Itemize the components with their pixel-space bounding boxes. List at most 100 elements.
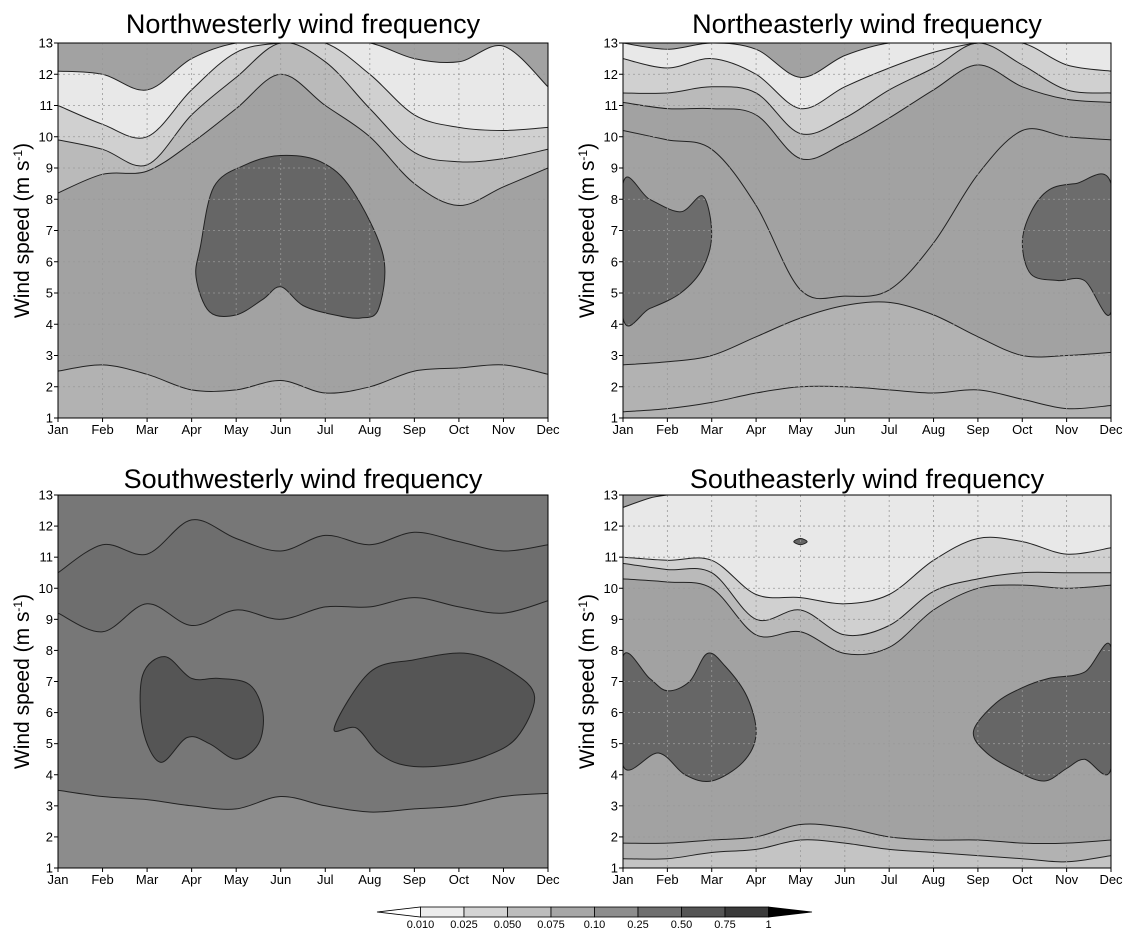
x-tick-label: Jul (317, 872, 334, 887)
contour-fill-6 (623, 386, 1111, 418)
contour-fill-5 (623, 43, 1111, 78)
y-tick-label: 7 (46, 223, 53, 238)
colorbar-segment (376, 906, 421, 918)
y-tick-label: 9 (46, 612, 53, 627)
contour-blob-5 (333, 652, 536, 768)
x-tick-label: Jun (834, 422, 855, 437)
y-tick-label: 7 (611, 223, 618, 238)
y-tick-label: 3 (611, 798, 618, 813)
x-tick-label: Feb (91, 872, 113, 887)
contour-layer (58, 495, 548, 868)
contour-line-2 (58, 597, 548, 633)
y-tick-label: 10 (39, 129, 53, 144)
colorbar-segment (768, 906, 813, 918)
x-tick-label: Aug (922, 872, 945, 887)
contour-line-2 (623, 64, 1111, 161)
x-tick-label: Aug (358, 422, 381, 437)
colorbar-segment (637, 906, 682, 918)
panel-4: Jan Feb Mar Apr May Jun Jul Aug Sep Oct Nov Dec1234… (576, 464, 1123, 887)
chart-title: Southwesterly wind frequency (124, 464, 483, 494)
contour-blob-6 (623, 652, 757, 783)
chart-title: Northwesterly wind frequency (126, 9, 481, 39)
x-tick-label: Oct (1012, 422, 1033, 437)
y-axis-label: Wind speed (m s-1) (576, 594, 599, 769)
y-tick-label: 13 (39, 36, 53, 51)
y-tick-label: 11 (605, 550, 619, 565)
contour-line-1 (58, 73, 548, 207)
y-axis-label: Wind speed (m s-1) (11, 594, 34, 769)
x-tick-label: Dec (536, 422, 560, 437)
contour-line-3 (58, 519, 548, 574)
x-tick-label: Dec (536, 872, 560, 887)
y-tick-label: 9 (46, 161, 53, 176)
gridlines (58, 43, 548, 418)
colorbar-segment (507, 906, 552, 918)
contour-fill-4 (58, 43, 548, 91)
x-tick-label: Oct (449, 872, 470, 887)
y-tick-label: 10 (39, 581, 53, 596)
y-tick-label: 6 (611, 254, 618, 269)
contour-line-3 (58, 43, 548, 139)
y-tick-label: 7 (46, 674, 53, 689)
y-tick-label: 3 (611, 348, 618, 363)
colorbar-tick-label: 0.25 (627, 919, 648, 931)
x-tick-label: Jan (48, 422, 69, 437)
y-tick-label: 5 (46, 286, 53, 301)
x-tick-label: May (224, 422, 249, 437)
contour-blob-7 (972, 642, 1111, 782)
y-tick-label: 2 (611, 829, 618, 844)
y-tick-label: 5 (46, 736, 53, 751)
x-tick-label: May (788, 422, 813, 437)
y-tick-label: 8 (46, 192, 53, 207)
colorbar: 0.010 0.025 0.050 0.075 0.10 0.25 0.50 0.75 1 (376, 906, 813, 931)
contour-line-2 (58, 43, 548, 167)
y-tick-label: 4 (46, 317, 53, 332)
y-tick-label: 5 (611, 736, 618, 751)
x-tick-label: Nov (1055, 872, 1079, 887)
x-tick-label: May (224, 872, 249, 887)
contour-fill-1 (623, 839, 1111, 868)
y-tick-label: 4 (611, 767, 618, 782)
x-tick-label: May (788, 872, 813, 887)
y-tick-label: 7 (611, 674, 618, 689)
x-tick-label: Sep (403, 872, 426, 887)
x-tick-label: Dec (1099, 872, 1123, 887)
x-tick-label: Jan (613, 872, 634, 887)
colorbar-tick-label: 0.075 (537, 919, 565, 931)
x-tick-label: Jul (881, 872, 898, 887)
x-tick-label: Mar (136, 422, 159, 437)
contour-fill-0 (623, 301, 1111, 418)
colorbar-tick-label: 0.010 (407, 919, 435, 931)
colorbar-segment (420, 906, 465, 918)
contour-line-0 (623, 301, 1111, 366)
colorbar-segment (724, 906, 769, 918)
x-tick-label: Jul (881, 422, 898, 437)
contour-fill-1 (58, 790, 548, 868)
y-tick-label: 12 (604, 67, 618, 82)
x-tick-label: Apr (746, 422, 767, 437)
gridlines (623, 495, 1111, 868)
y-tick-label: 6 (611, 705, 618, 720)
contour-line-4 (58, 43, 548, 91)
x-tick-label: Jun (270, 422, 291, 437)
x-tick-label: Jan (613, 422, 634, 437)
x-tick-label: Jun (270, 872, 291, 887)
y-tick-label: 2 (611, 379, 618, 394)
y-tick-label: 4 (611, 317, 618, 332)
panel-1: Jan Feb Mar Apr May Jun Jul Aug Sep Oct Nov Dec1234… (11, 9, 560, 437)
contour-line-2 (623, 578, 1111, 656)
x-tick-label: Jul (317, 422, 334, 437)
contour-layer (623, 43, 1111, 418)
x-tick-label: Nov (492, 872, 516, 887)
y-tick-label: 3 (46, 348, 53, 363)
contour-blob-4 (139, 656, 264, 763)
contour-line-3 (623, 562, 1111, 637)
y-axis-label: Wind speed (m s-1) (576, 143, 599, 318)
contour-fill-4 (623, 495, 1111, 604)
y-tick-label: 11 (40, 550, 54, 565)
y-tick-label: 4 (46, 767, 53, 782)
x-tick-label: Mar (701, 872, 724, 887)
y-tick-label: 12 (604, 519, 618, 534)
